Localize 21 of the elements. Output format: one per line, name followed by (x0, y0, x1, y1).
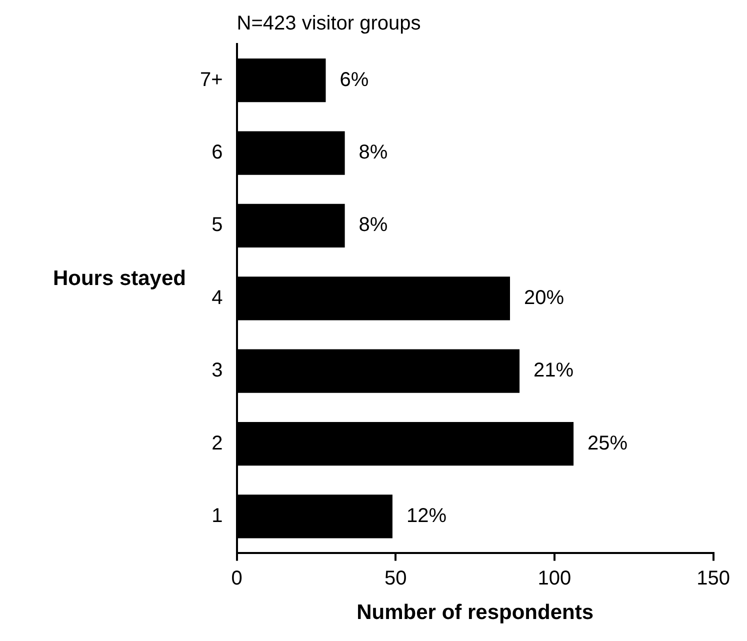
annotation: 25% (588, 432, 628, 454)
y-tick-label: 2 (212, 432, 223, 454)
y-tick-label: 3 (212, 360, 223, 382)
x-tick-label: 100 (538, 567, 572, 590)
x-tick-label: 50 (384, 567, 407, 590)
annotation: 12% (406, 504, 447, 527)
x-tick-label: 150 (696, 567, 730, 590)
annotation: 8% (358, 142, 388, 164)
annotation: 20% (524, 286, 564, 309)
annotation: 8% (358, 214, 388, 236)
y-tick-label: 1 (212, 504, 223, 527)
y-tick-label: 5 (212, 214, 223, 236)
x-tick-label: 0 (231, 567, 242, 590)
y-tick-label: 6 (212, 142, 223, 164)
y-tick-label: 7+ (200, 68, 223, 91)
y-tick-label: 4 (212, 286, 223, 309)
x-axis-title: Number of respondents (356, 601, 594, 624)
y-axis-title: Hours stayed (52, 267, 186, 292)
chart-title: N=423 visitor groups (236, 12, 421, 35)
annotation: 21% (534, 360, 574, 382)
annotation: 6% (340, 68, 369, 91)
